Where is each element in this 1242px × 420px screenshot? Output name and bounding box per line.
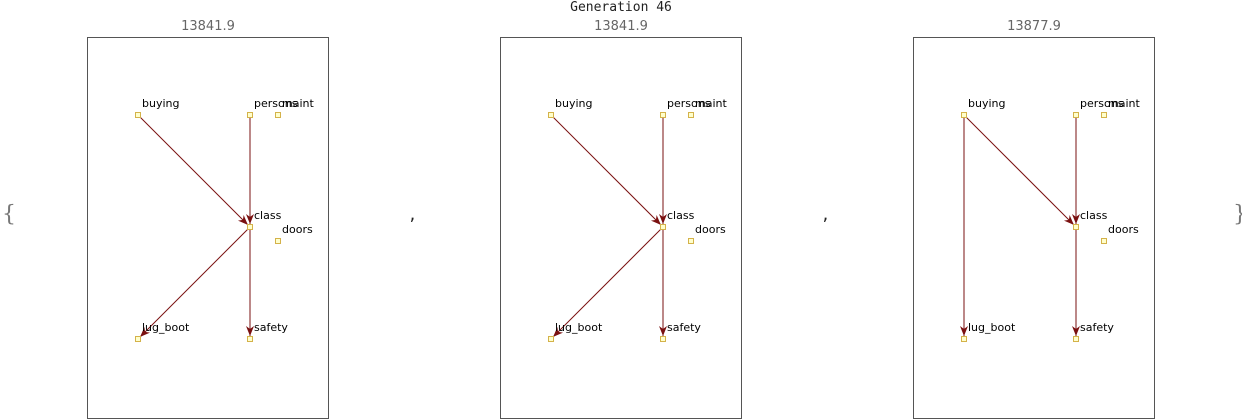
node-safety	[247, 336, 253, 342]
panel-2-score: 13841.9	[594, 19, 648, 34]
node-label-safety: safety	[254, 321, 288, 334]
figure-title: Generation 46	[570, 0, 672, 15]
node-label-persons: persons	[1080, 97, 1124, 110]
graph-panel-1: buying persons maint class doors lug_boot safe…	[87, 37, 329, 419]
node-label-class: class	[667, 209, 695, 222]
node-label-maint: maint	[282, 97, 314, 110]
node-safety	[1073, 336, 1079, 342]
node-buying	[135, 112, 141, 118]
node-label-buying: buying	[142, 97, 179, 110]
panel-1-score: 13841.9	[181, 19, 235, 34]
node-label-safety: safety	[667, 321, 701, 334]
node-label-safety: safety	[1080, 321, 1114, 334]
node-label-lug_boot: lug_boot	[555, 321, 603, 334]
node-label-buying: buying	[968, 97, 1005, 110]
node-safety	[660, 336, 666, 342]
panel-3-score: 13877.9	[1007, 19, 1061, 34]
node-class	[660, 224, 666, 230]
node-label-class: class	[1080, 209, 1108, 222]
node-doors	[275, 238, 281, 244]
node-label-lug_boot: lug_boot	[968, 321, 1016, 334]
node-maint	[275, 112, 281, 118]
node-label-maint: maint	[1108, 97, 1140, 110]
edge-class-to-lug_boot	[552, 228, 662, 338]
close-brace: }	[1233, 203, 1242, 227]
open-brace: {	[2, 202, 16, 227]
graph-panel-3: buying persons maint class doors lug_boot safe…	[913, 37, 1155, 419]
node-buying	[548, 112, 554, 118]
separator-comma-1: ,	[408, 206, 418, 224]
node-persons	[247, 112, 253, 118]
node-label-persons: persons	[254, 97, 298, 110]
node-maint	[688, 112, 694, 118]
node-label-class: class	[254, 209, 282, 222]
node-doors	[688, 238, 694, 244]
node-label-doors: doors	[282, 223, 313, 236]
edge-buying-to-class	[552, 116, 662, 226]
node-doors	[1101, 238, 1107, 244]
node-label-doors: doors	[695, 223, 726, 236]
node-lug_boot	[135, 336, 141, 342]
edge-buying-to-class	[139, 116, 249, 226]
node-persons	[660, 112, 666, 118]
node-class	[1073, 224, 1079, 230]
node-lug_boot	[548, 336, 554, 342]
graph-panel-2: buying persons maint class doors lug_boot safe…	[500, 37, 742, 419]
node-class	[247, 224, 253, 230]
node-label-maint: maint	[695, 97, 727, 110]
node-label-doors: doors	[1108, 223, 1139, 236]
node-maint	[1101, 112, 1107, 118]
node-buying	[961, 112, 967, 118]
node-label-buying: buying	[555, 97, 592, 110]
node-label-lug_boot: lug_boot	[142, 321, 190, 334]
node-label-persons: persons	[667, 97, 711, 110]
edge-buying-to-class	[965, 116, 1075, 226]
separator-comma-2: ,	[821, 206, 831, 224]
node-persons	[1073, 112, 1079, 118]
node-lug_boot	[961, 336, 967, 342]
edge-class-to-lug_boot	[139, 228, 249, 338]
